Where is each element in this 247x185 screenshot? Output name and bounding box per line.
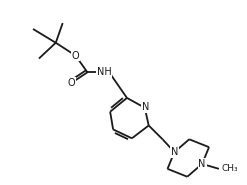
Text: N: N: [142, 102, 149, 112]
Text: N: N: [198, 159, 206, 169]
Text: O: O: [72, 51, 79, 60]
Text: N: N: [171, 147, 178, 157]
Text: O: O: [68, 78, 75, 88]
Text: CH₃: CH₃: [222, 164, 239, 173]
Text: NH: NH: [97, 67, 112, 77]
